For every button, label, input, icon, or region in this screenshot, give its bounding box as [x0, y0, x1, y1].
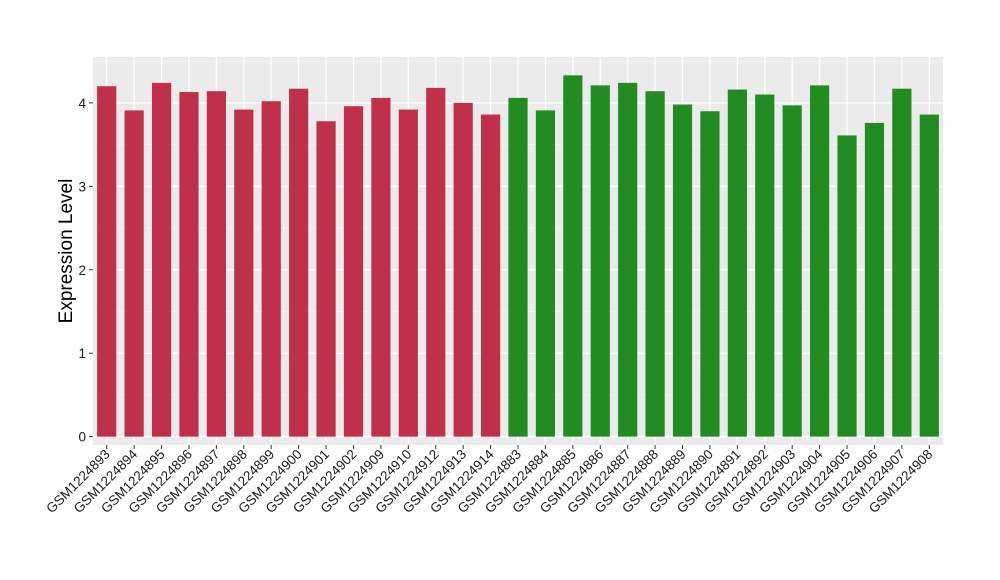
bar-GSM1224885	[563, 75, 583, 437]
bar-GSM1224908	[919, 114, 939, 437]
bar-GSM1224883	[508, 97, 528, 437]
bars	[97, 75, 939, 437]
bar-GSM1224895	[151, 82, 172, 437]
bar-GSM1224902	[343, 106, 364, 437]
bar-GSM1224888	[645, 91, 665, 437]
bar-GSM1224896	[179, 92, 199, 437]
y-tick-label: 2	[78, 263, 86, 278]
y-tick-label: 4	[78, 96, 86, 111]
bar-GSM1224909	[371, 97, 391, 437]
y-tick-label: 3	[78, 179, 86, 194]
bar-GSM1224906	[864, 122, 885, 437]
bar-GSM1224891	[727, 89, 747, 437]
bar-GSM1224897	[206, 91, 226, 437]
bar-GSM1224887	[618, 82, 638, 437]
bar-GSM1224904	[810, 85, 830, 437]
bar-GSM1224912	[426, 87, 446, 437]
y-tick-label: 1	[78, 346, 86, 361]
bar-GSM1224890	[700, 111, 720, 437]
bar-GSM1224889	[672, 104, 693, 437]
bar-GSM1224893	[97, 86, 117, 437]
bar-GSM1224892	[755, 94, 775, 437]
bar-GSM1224905	[837, 135, 857, 437]
bar-GSM1224910	[398, 109, 418, 437]
y-axis-title: Expression Level	[56, 179, 77, 324]
bar-GSM1224884	[535, 110, 556, 437]
bar-GSM1224901	[316, 121, 336, 437]
x-axis: GSM1224893GSM1224894GSM1224895GSM1224896…	[43, 445, 935, 516]
bar-GSM1224899	[261, 101, 281, 437]
bar-GSM1224900	[289, 88, 309, 437]
bar-GSM1224903	[782, 105, 802, 437]
bar-GSM1224907	[892, 88, 912, 437]
bar-GSM1224886	[590, 85, 610, 437]
bar-GSM1224894	[124, 110, 144, 437]
y-axis: 0 1 2 3 4	[78, 96, 93, 445]
bar-GSM1224898	[234, 109, 254, 437]
bar-GSM1224914	[480, 114, 501, 437]
bar-GSM1224913	[453, 102, 473, 437]
y-tick-label: 0	[78, 430, 86, 445]
